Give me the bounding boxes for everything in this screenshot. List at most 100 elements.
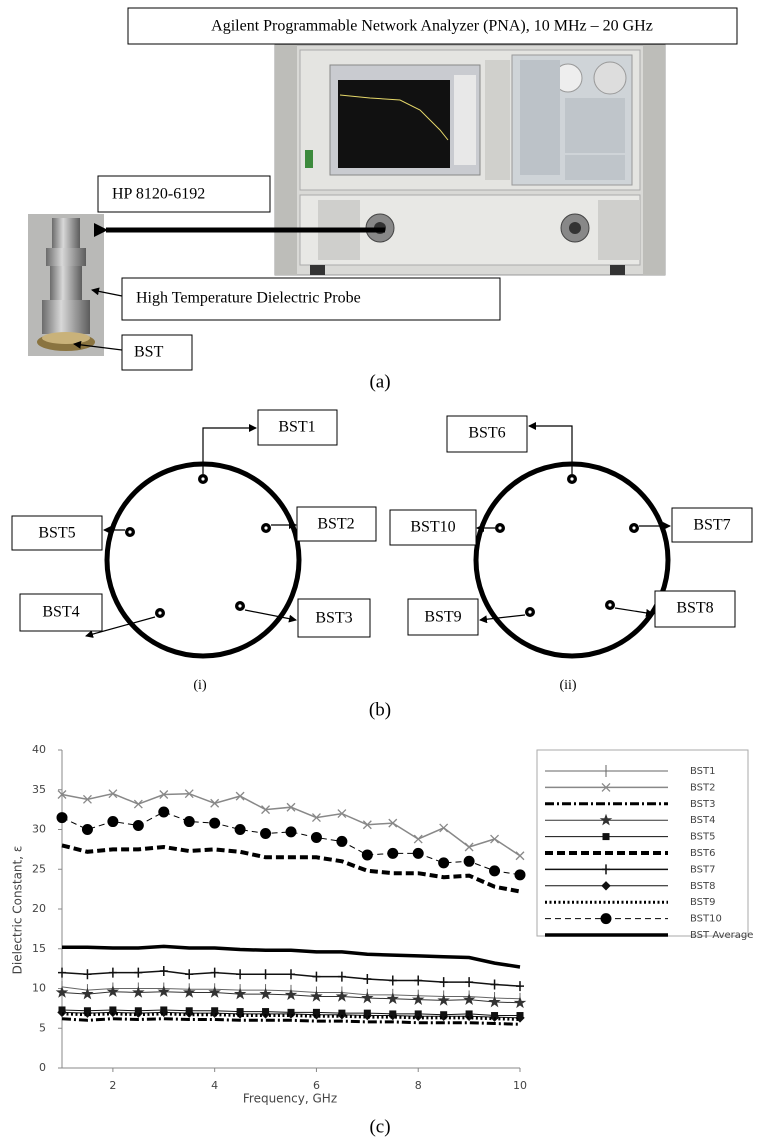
marker (490, 979, 499, 990)
marker (463, 855, 475, 867)
marker (210, 967, 219, 978)
title-box (127, 7, 738, 45)
sample-disk (473, 461, 671, 659)
marker (285, 826, 297, 838)
y-tick-label: 10 (32, 982, 46, 995)
marker (108, 1007, 118, 1018)
marker (310, 989, 323, 1002)
series-line (62, 944, 521, 969)
pointer (479, 614, 526, 624)
marker (210, 798, 220, 808)
network-analyzer-image (274, 44, 666, 276)
marker (464, 842, 474, 852)
marker (437, 993, 450, 1006)
point-dots (125, 474, 271, 618)
marker (107, 816, 119, 828)
marker (311, 813, 321, 823)
marker (439, 977, 448, 988)
marker (284, 988, 298, 1001)
marker (57, 1007, 67, 1018)
label-box (654, 590, 736, 628)
y-tick-label: 15 (32, 942, 46, 955)
marker (412, 847, 424, 859)
marker (513, 996, 527, 1009)
marker (134, 967, 143, 978)
marker (490, 834, 500, 844)
cable-label: HP 8120-6192 (112, 186, 205, 203)
marker (81, 987, 94, 1000)
marker (514, 869, 526, 881)
marker (235, 791, 245, 801)
y-axis-title: Dielectric Constant, ε (11, 846, 25, 975)
x-tick-label: 8 (415, 1079, 422, 1092)
probe-image (28, 214, 104, 356)
pointer (244, 609, 297, 623)
marker (361, 849, 373, 861)
legend-label: BST7 (690, 864, 716, 875)
point-label: BST2 (317, 516, 354, 533)
label-box (19, 593, 103, 632)
marker (56, 812, 68, 824)
panel-b: BST1 BST2 BST3 BST4 BST5 (i) BST6 BST7 B… (11, 409, 753, 720)
point-label: BST1 (278, 419, 315, 436)
marker (108, 789, 118, 799)
marker (83, 969, 92, 980)
probe-label: High Temperature Dielectric Probe (136, 290, 361, 307)
marker (462, 993, 476, 1005)
x-tick-label: 10 (513, 1079, 527, 1092)
marker (516, 981, 524, 992)
marker (58, 967, 66, 978)
legend-label: BST4 (690, 815, 716, 826)
marker (336, 835, 348, 847)
pointer (85, 616, 156, 638)
marker (82, 794, 92, 804)
caption-a: (a) (369, 371, 390, 392)
pointer (528, 422, 573, 474)
label-box (257, 409, 338, 446)
marker (208, 985, 221, 998)
point-label: BST6 (468, 425, 505, 442)
marker (158, 806, 170, 818)
panel-a: Agilent Programmable Network Analyzer (P… (28, 7, 738, 392)
point-label: BST7 (693, 517, 730, 534)
legend-marker (601, 782, 611, 792)
probe-pointer (91, 287, 123, 297)
marker (81, 824, 93, 835)
marker (159, 790, 169, 799)
marker (55, 985, 69, 998)
marker (159, 966, 168, 977)
x-tick-label: 6 (313, 1079, 320, 1092)
y-tick-label: 20 (32, 902, 46, 915)
caption-ii: (ii) (559, 678, 576, 693)
marker (184, 789, 194, 799)
marker (361, 991, 374, 1004)
legend-marker (602, 864, 610, 875)
marker (312, 971, 321, 982)
marker (363, 973, 372, 984)
label-box (407, 598, 479, 636)
y-tick-label: 5 (39, 1021, 46, 1034)
legend-marker (599, 813, 613, 826)
analyzer-title: Agilent Programmable Network Analyzer (P… (211, 18, 653, 35)
x-tick-label: 4 (211, 1079, 218, 1092)
marker (185, 969, 194, 980)
marker (488, 995, 501, 1008)
chart: Frequency, GHz Dielectric Constant, ε (c… (11, 743, 754, 1137)
y-tick-label: 35 (32, 783, 46, 796)
caption-b: (b) (369, 699, 391, 720)
marker (183, 816, 195, 828)
x-tick-label: 2 (109, 1079, 116, 1092)
legend-label: BST1 (690, 766, 716, 777)
legend-label: BST3 (690, 799, 716, 810)
marker (413, 1011, 423, 1022)
point-label: BST10 (410, 519, 455, 536)
label-box (389, 509, 477, 546)
legend-label: BST2 (690, 782, 716, 793)
marker (489, 1012, 500, 1022)
marker (261, 969, 270, 980)
marker (439, 823, 449, 833)
marker (234, 824, 246, 835)
marker (337, 809, 347, 819)
marker (236, 969, 245, 980)
